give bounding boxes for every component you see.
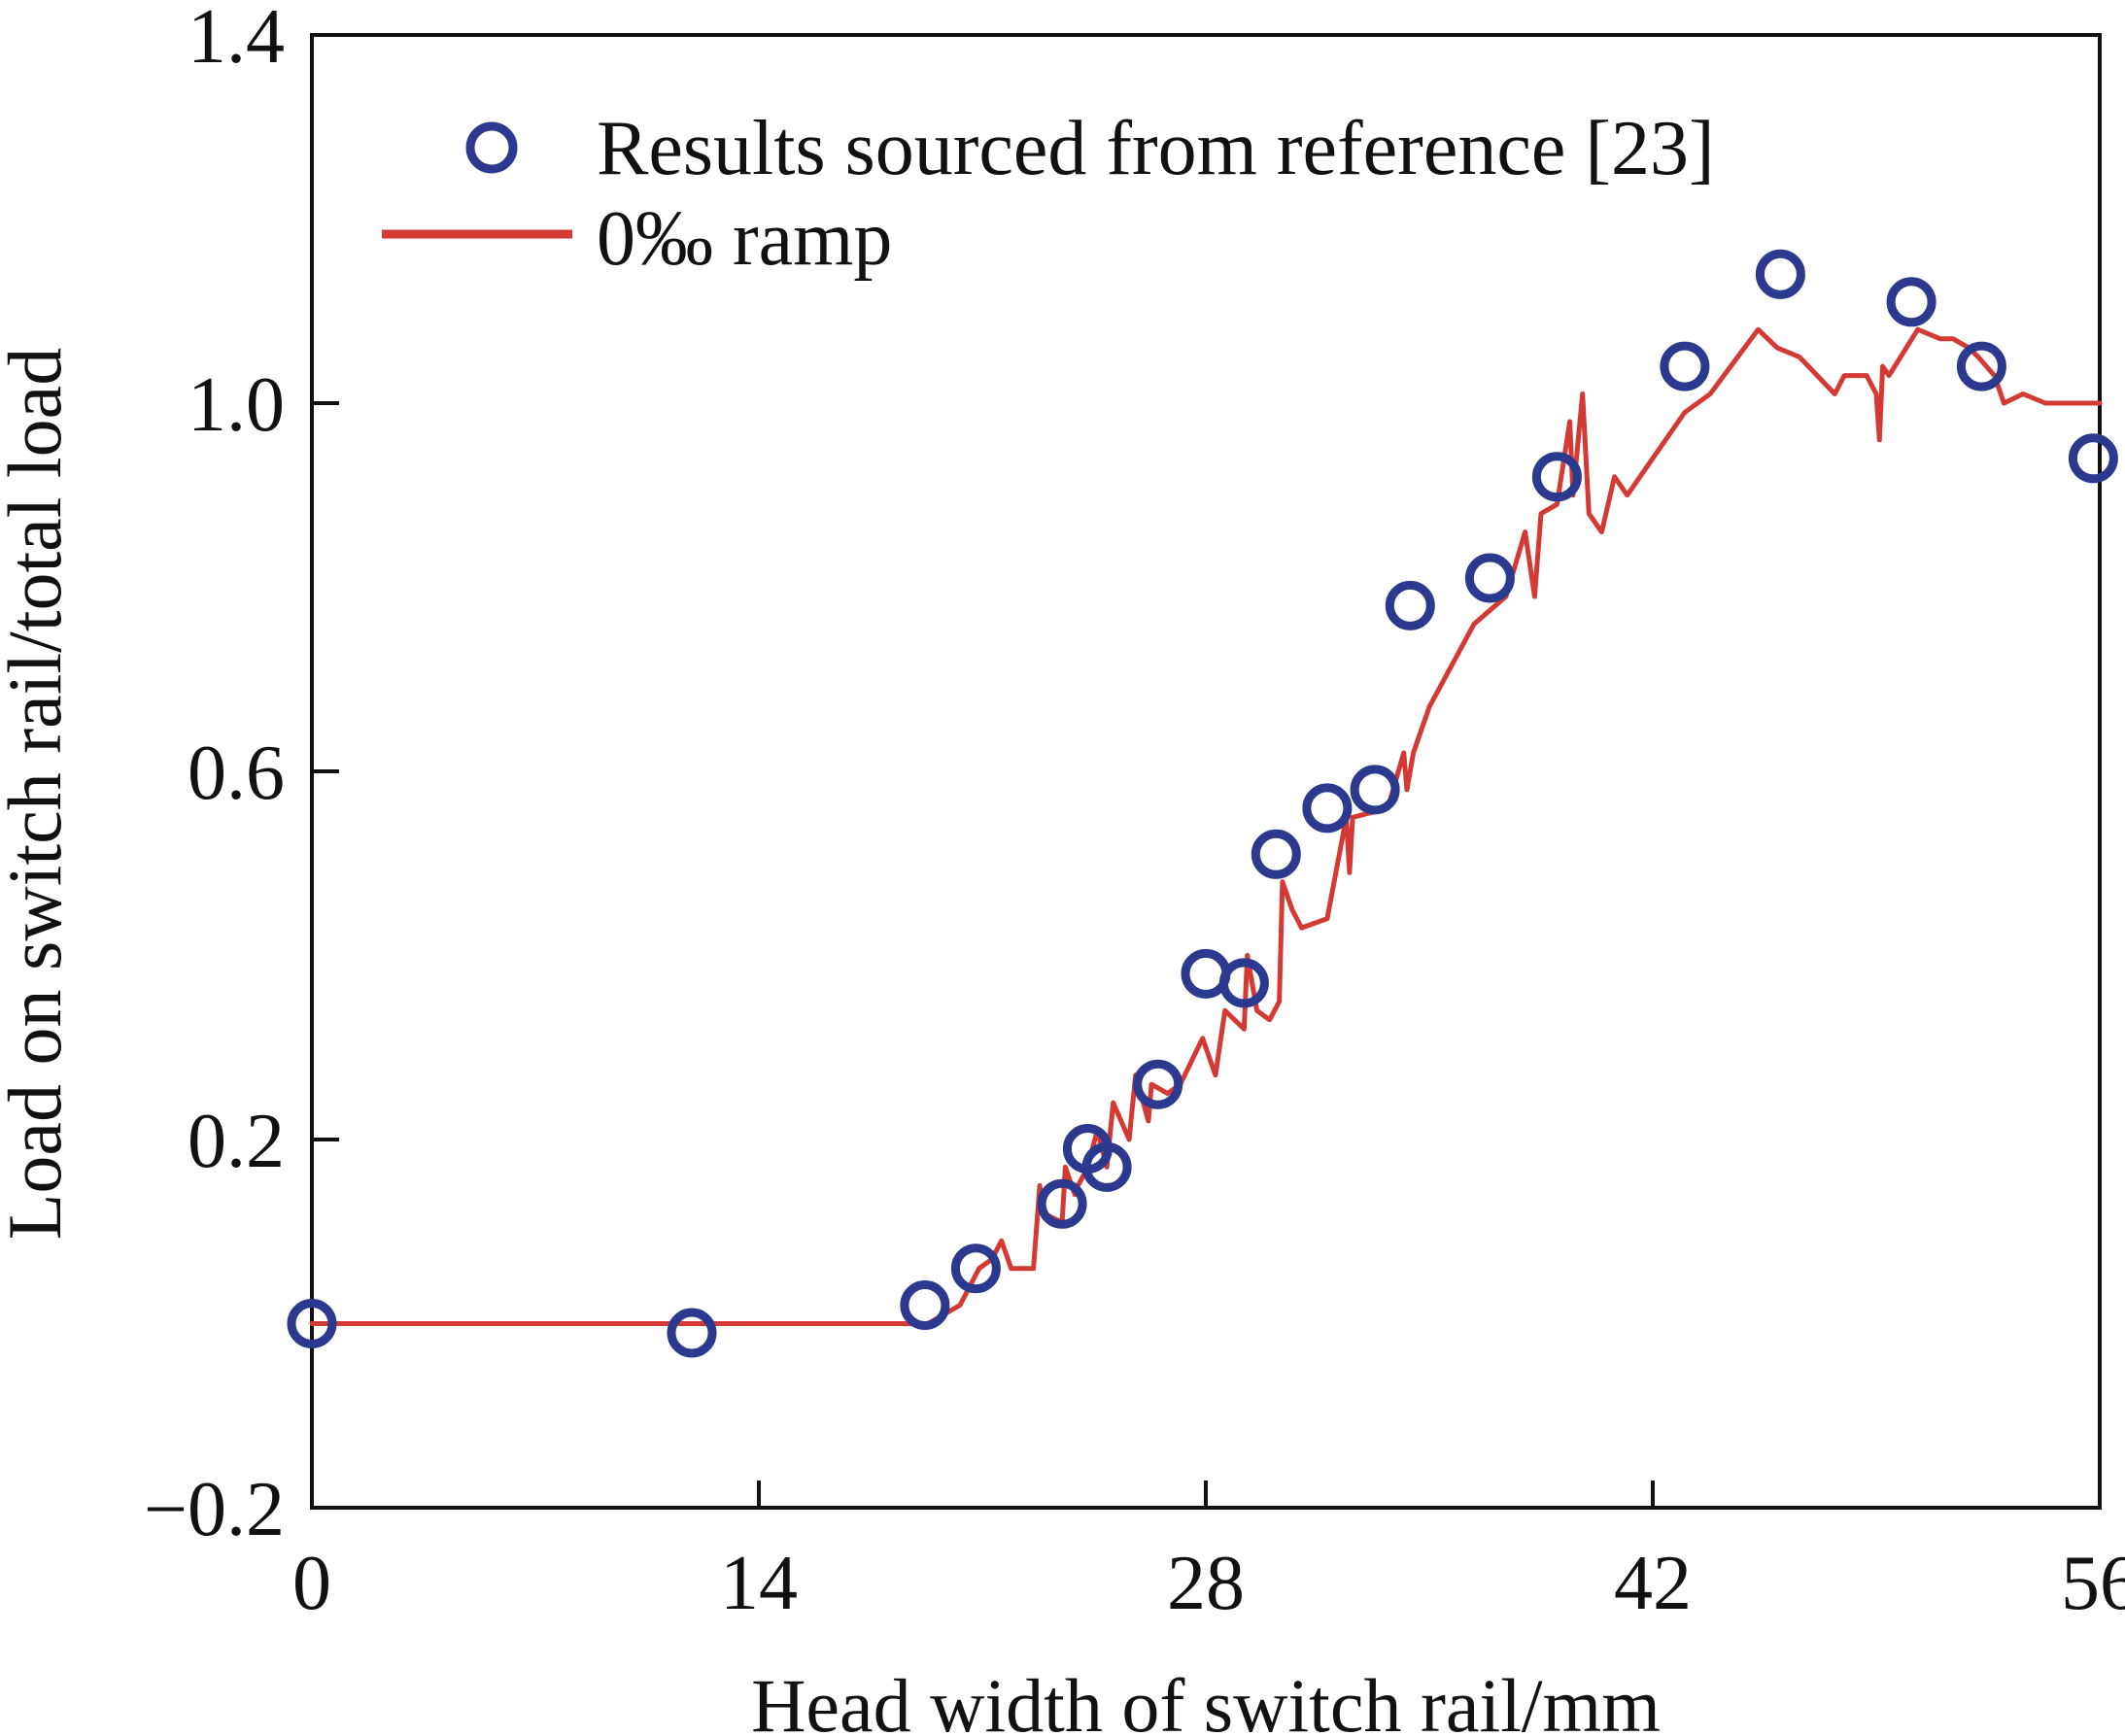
data-point-marker — [1385, 580, 1435, 630]
data-point-marker — [1218, 958, 1269, 1008]
data-point-marker — [950, 1243, 1001, 1294]
y-tick-label: 0.6 — [188, 731, 285, 816]
data-point-marker — [287, 1299, 337, 1348]
y-tick-label: 0.2 — [188, 1099, 285, 1184]
data-point-marker — [1886, 277, 1936, 327]
y-axis-title: Load on switch rail/total load — [0, 348, 77, 1240]
x-tick-label: 56 — [2061, 1541, 2125, 1626]
legend-label-line: 0‰ ramp — [597, 196, 892, 282]
data-point-marker — [1531, 452, 1582, 502]
data-point-marker — [1302, 783, 1353, 834]
data-point-marker — [1350, 765, 1400, 815]
data-point-marker — [1660, 341, 1710, 391]
data-point-marker — [1464, 553, 1515, 603]
scatter-series-layer — [287, 249, 2118, 1358]
legend-label-scatter: Results sourced from reference [23] — [597, 106, 1715, 191]
y-tick-label: 1.0 — [188, 362, 285, 448]
axis-ticks: 0 14 28 42 56 −0.2 0.2 0.6 1.0 1.4 — [144, 0, 2125, 1626]
data-point-marker — [1251, 829, 1301, 879]
data-point-marker — [1081, 1141, 1132, 1192]
data-point-marker — [1956, 341, 2006, 391]
y-tick-label: −0.2 — [144, 1467, 285, 1552]
x-axis-title: Head width of switch rail/mm — [751, 1663, 1661, 1736]
x-tick-label: 42 — [1614, 1541, 1692, 1626]
data-point-marker — [2068, 433, 2118, 484]
data-point-marker — [1037, 1178, 1087, 1229]
data-point-marker — [667, 1308, 717, 1358]
x-tick-label: 28 — [1167, 1541, 1245, 1626]
data-point-marker — [1133, 1059, 1183, 1109]
legend: Results sourced from reference [23] 0‰ r… — [382, 106, 1715, 282]
x-tick-label: 14 — [720, 1541, 798, 1626]
y-tick-label: 1.4 — [188, 0, 285, 80]
data-point-marker — [1755, 249, 1805, 299]
legend-marker-scatter — [465, 121, 518, 174]
x-tick-label: 0 — [292, 1541, 331, 1626]
data-point-marker — [900, 1280, 950, 1330]
